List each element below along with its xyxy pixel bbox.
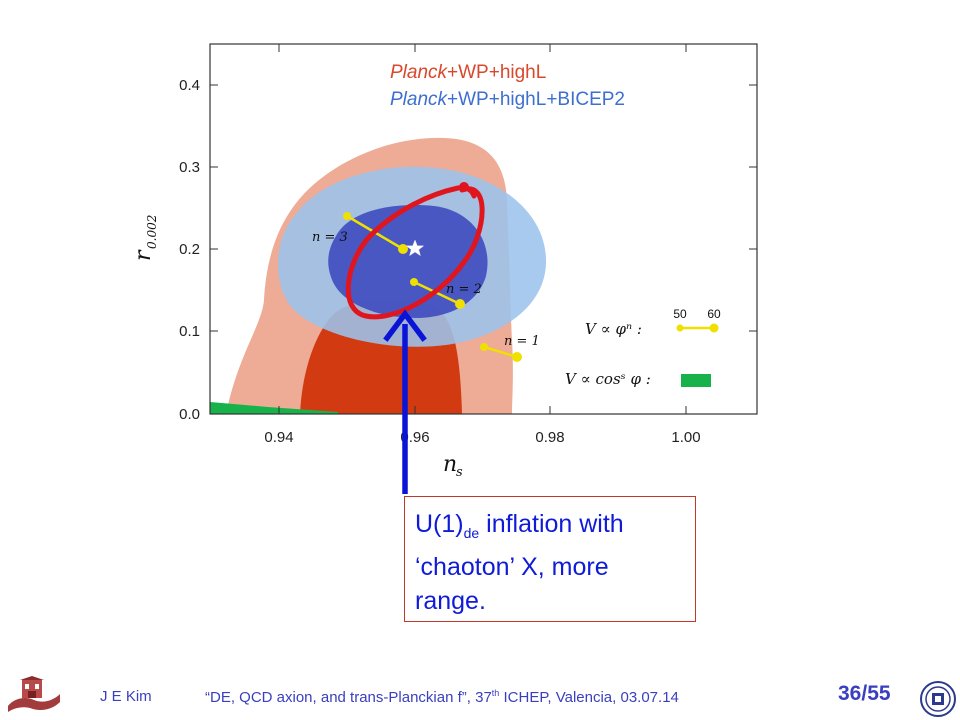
plot-frame [209, 43, 758, 415]
annotation-n3: n = 3 [312, 230, 348, 245]
legend-entry-planck: Planck+WP+highL [390, 62, 546, 83]
bicep2-inner-contour [328, 205, 488, 318]
callout-subscript: de [463, 525, 480, 541]
highlight-ellipse [345, 185, 485, 320]
legend-entry-bicep2: Planck+WP+highL+BICEP2 [390, 89, 625, 110]
key-label-50: 50 [673, 307, 687, 321]
model-point [480, 343, 488, 351]
x-axis-label: n s [443, 452, 463, 480]
key-cos-swatch [681, 374, 711, 387]
svg-text:s: s [456, 465, 463, 480]
callout-line-2: ‘chaoton’ X, more [415, 553, 609, 581]
institution-seal-icon [920, 681, 956, 717]
y-tick-label: 0.3 [179, 159, 200, 176]
y-tick-label: 0.2 [179, 241, 200, 258]
footer-talk-suffix: ICHEP, Valencia, 03.07.14 [499, 689, 679, 706]
slide-footer: J E Kim “DE, QCD axion, and trans-Planck… [0, 676, 960, 720]
model-point [410, 278, 418, 286]
annotation-n2: n = 2 [446, 282, 482, 297]
footer-talk-title: “DE, QCD axion, and trans-Planckian f”, … [205, 688, 679, 706]
key-power-point [709, 323, 719, 333]
x-tick-label: 0.98 [535, 429, 564, 446]
model-line-n1 [483, 345, 518, 359]
callout-line1-rest: inflation with [479, 510, 624, 538]
model-point [455, 299, 465, 309]
cos-model-region [210, 402, 338, 414]
highlight-ellipse-end [459, 182, 469, 192]
y-axis-label: r 0.002 [131, 215, 159, 261]
x-tick-label: 1.00 [671, 429, 700, 446]
footer-author: J E Kim [100, 688, 152, 705]
y-tick-marks [210, 84, 757, 332]
footer-talk-sup: th [491, 688, 500, 698]
x-tick-label: 0.94 [264, 429, 293, 446]
footer-talk-prefix: “DE, QCD axion, and trans-Planckian f”, … [205, 689, 492, 706]
page-number: 36/55 [838, 682, 891, 705]
key-cos-formula: V ∝ cosˢ φ : [565, 370, 651, 388]
callout-line-1: U(1)de inflation with [415, 507, 687, 550]
key-power-point [676, 324, 684, 332]
pointer-arrow [383, 309, 427, 494]
svg-text:0.002: 0.002 [145, 215, 159, 249]
key-label-60: 60 [707, 307, 721, 321]
model-point [398, 244, 408, 254]
annotation-n1: n = 1 [504, 334, 540, 349]
callout-line-3: range. [415, 587, 486, 615]
university-logo-icon [8, 676, 60, 712]
y-tick-label: 0.4 [179, 77, 200, 94]
svg-text:n: n [443, 452, 457, 477]
y-tick-label: 0.1 [179, 323, 200, 340]
model-point [343, 212, 351, 220]
best-fit-star-icon [405, 239, 425, 257]
y-tick-label: 0.0 [179, 406, 200, 423]
x-tick-marks [278, 44, 687, 414]
key-power-formula: V ∝ φⁿ : [585, 320, 642, 338]
model-point [512, 352, 522, 362]
callout-prefix: U(1) [415, 510, 464, 538]
svg-text:r: r [131, 249, 156, 261]
callout-box: U(1)de inflation with ‘chaoton’ X, more … [404, 496, 696, 622]
